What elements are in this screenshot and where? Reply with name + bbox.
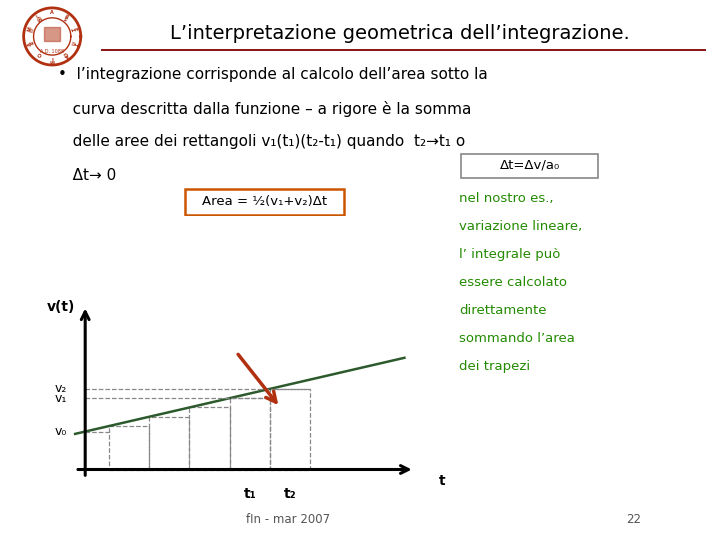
- Text: D: D: [63, 52, 69, 59]
- Text: fIn - mar 2007: fIn - mar 2007: [246, 513, 330, 526]
- FancyBboxPatch shape: [461, 153, 598, 178]
- Text: v₀: v₀: [55, 425, 67, 438]
- Text: Area = ½(v₁+v₂)Δt: Area = ½(v₁+v₂)Δt: [202, 195, 327, 208]
- Text: M: M: [50, 58, 55, 63]
- Text: A: A: [27, 41, 32, 46]
- Text: v₁: v₁: [54, 392, 67, 404]
- Text: curva descritta dalla funzione – a rigore è la somma: curva descritta dalla funzione – a rigor…: [58, 101, 471, 117]
- Text: essere calcolato: essere calcolato: [459, 276, 567, 289]
- Text: L: L: [35, 15, 41, 21]
- Text: v(t): v(t): [47, 300, 75, 314]
- Text: T: T: [72, 27, 78, 31]
- Text: M: M: [35, 14, 42, 21]
- Text: A: A: [50, 10, 54, 15]
- Bar: [109, 426, 149, 469]
- Text: T: T: [72, 42, 78, 46]
- Text: variazione lineare,: variazione lineare,: [459, 220, 582, 233]
- Text: R: R: [63, 14, 69, 21]
- Text: A: A: [63, 52, 69, 59]
- Text: delle aree dei rettangoli v₁(t₁)(t₂-t₁) quando  t₂→t₁ o: delle aree dei rettangoli v₁(t₁)(t₂-t₁) …: [58, 134, 465, 150]
- Text: M: M: [27, 26, 33, 32]
- Bar: [189, 408, 230, 469]
- Text: direttamente: direttamente: [459, 304, 547, 317]
- Text: S: S: [63, 14, 69, 21]
- Text: I: I: [51, 58, 53, 63]
- Text: L’interpretazione geometrica dell’integrazione.: L’interpretazione geometrica dell’integr…: [170, 24, 629, 43]
- Text: v₂: v₂: [54, 382, 67, 395]
- Text: t: t: [439, 474, 446, 488]
- Bar: [270, 389, 310, 469]
- Text: Δt→ 0: Δt→ 0: [58, 168, 116, 183]
- Bar: [149, 417, 189, 469]
- Text: E: E: [72, 27, 78, 31]
- Text: •  l’integrazione corrisponde al calcolo dell’area sotto la: • l’integrazione corrisponde al calcolo …: [58, 68, 487, 83]
- Text: A.D. 1088: A.D. 1088: [40, 50, 64, 55]
- Text: t₁: t₁: [243, 487, 256, 501]
- Text: t₂: t₂: [284, 487, 297, 501]
- Text: R: R: [27, 41, 32, 46]
- Text: U: U: [72, 41, 78, 46]
- Text: sommando l’area: sommando l’area: [459, 332, 575, 345]
- Text: U: U: [27, 26, 32, 32]
- Bar: [45, 27, 60, 41]
- Text: Δt=Δv/a₀: Δt=Δv/a₀: [500, 159, 559, 172]
- Text: l’ integrale può: l’ integrale può: [459, 248, 561, 261]
- Text: 22: 22: [626, 513, 641, 526]
- Bar: [230, 398, 270, 469]
- Text: dei trapezi: dei trapezi: [459, 360, 531, 373]
- FancyBboxPatch shape: [185, 190, 344, 214]
- Text: O: O: [35, 52, 42, 59]
- Text: nel nostro es.,: nel nostro es.,: [459, 192, 554, 205]
